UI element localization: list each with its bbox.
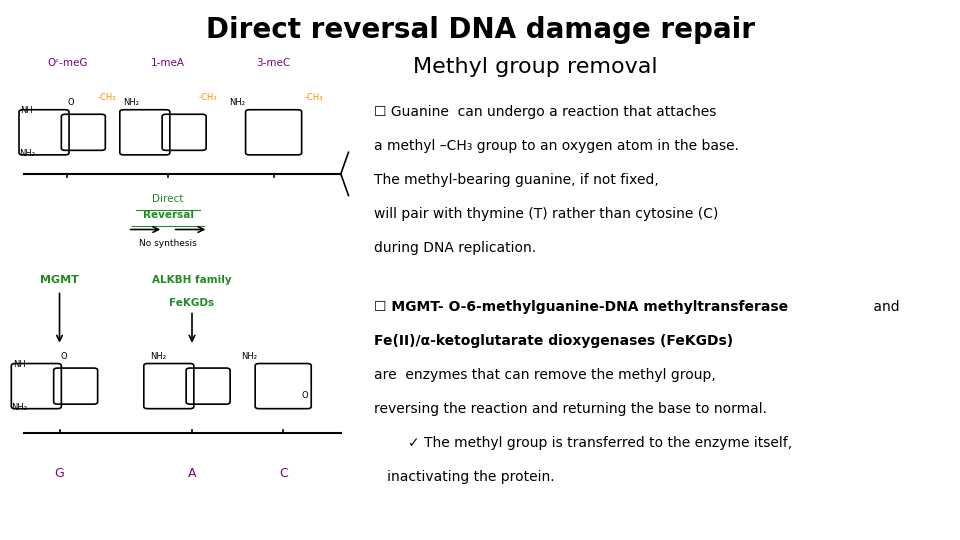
Text: Direct: Direct	[153, 193, 183, 204]
Text: Fe(II)/α-ketoglutarate dioxygenases (FeKGDs): Fe(II)/α-ketoglutarate dioxygenases (FeK…	[374, 334, 733, 348]
Text: Methyl group removal: Methyl group removal	[413, 57, 658, 77]
Text: O: O	[68, 98, 74, 107]
Text: Oᶜ-meG: Oᶜ-meG	[47, 57, 87, 68]
Text: ALKBH family: ALKBH family	[153, 275, 231, 286]
Text: ☐ Guanine  can undergo a reaction that attaches: ☐ Guanine can undergo a reaction that at…	[374, 105, 717, 119]
Text: NH₂: NH₂	[12, 403, 27, 412]
Text: are  enzymes that can remove the methyl group,: are enzymes that can remove the methyl g…	[374, 368, 716, 382]
Text: 1-meA: 1-meA	[151, 57, 185, 68]
Text: a methyl –CH₃ group to an oxygen atom in the base.: a methyl –CH₃ group to an oxygen atom in…	[374, 139, 739, 153]
Text: NH: NH	[12, 360, 26, 369]
Text: -CH₃: -CH₃	[199, 93, 217, 102]
Text: -CH₃: -CH₃	[98, 93, 116, 102]
Text: 3-meC: 3-meC	[256, 57, 291, 68]
Text: NH₂: NH₂	[19, 150, 35, 158]
Text: will pair with thymine (T) rather than cytosine (C): will pair with thymine (T) rather than c…	[374, 207, 719, 221]
Text: -CH₃: -CH₃	[304, 93, 323, 102]
Text: NH₂: NH₂	[242, 352, 257, 361]
Text: The methyl-bearing guanine, if not fixed,: The methyl-bearing guanine, if not fixed…	[374, 173, 660, 187]
Text: ✓ The methyl group is transferred to the enzyme itself,: ✓ The methyl group is transferred to the…	[408, 436, 792, 450]
Text: MGMT: MGMT	[40, 275, 79, 286]
Text: O: O	[301, 392, 307, 400]
Text: Direct reversal DNA damage repair: Direct reversal DNA damage repair	[205, 16, 755, 44]
Text: O: O	[60, 352, 66, 361]
Text: No synthesis: No synthesis	[139, 239, 197, 248]
Text: NH₂: NH₂	[229, 98, 245, 107]
Text: Reversal: Reversal	[142, 210, 194, 220]
Text: C: C	[278, 467, 288, 480]
Text: A: A	[188, 467, 196, 480]
Text: G: G	[55, 467, 64, 480]
Text: inactivating the protein.: inactivating the protein.	[374, 470, 555, 484]
Text: during DNA replication.: during DNA replication.	[374, 241, 537, 255]
Text: NH₂: NH₂	[151, 352, 166, 361]
Text: NH: NH	[20, 106, 34, 115]
Text: reversing the reaction and returning the base to normal.: reversing the reaction and returning the…	[374, 402, 767, 416]
Text: and: and	[869, 300, 900, 314]
Text: FeKGDs: FeKGDs	[169, 298, 215, 308]
Text: ☐ MGMT- O-6-methylguanine-DNA methyltransferase: ☐ MGMT- O-6-methylguanine-DNA methyltran…	[374, 300, 788, 314]
Text: NH₂: NH₂	[124, 98, 139, 107]
